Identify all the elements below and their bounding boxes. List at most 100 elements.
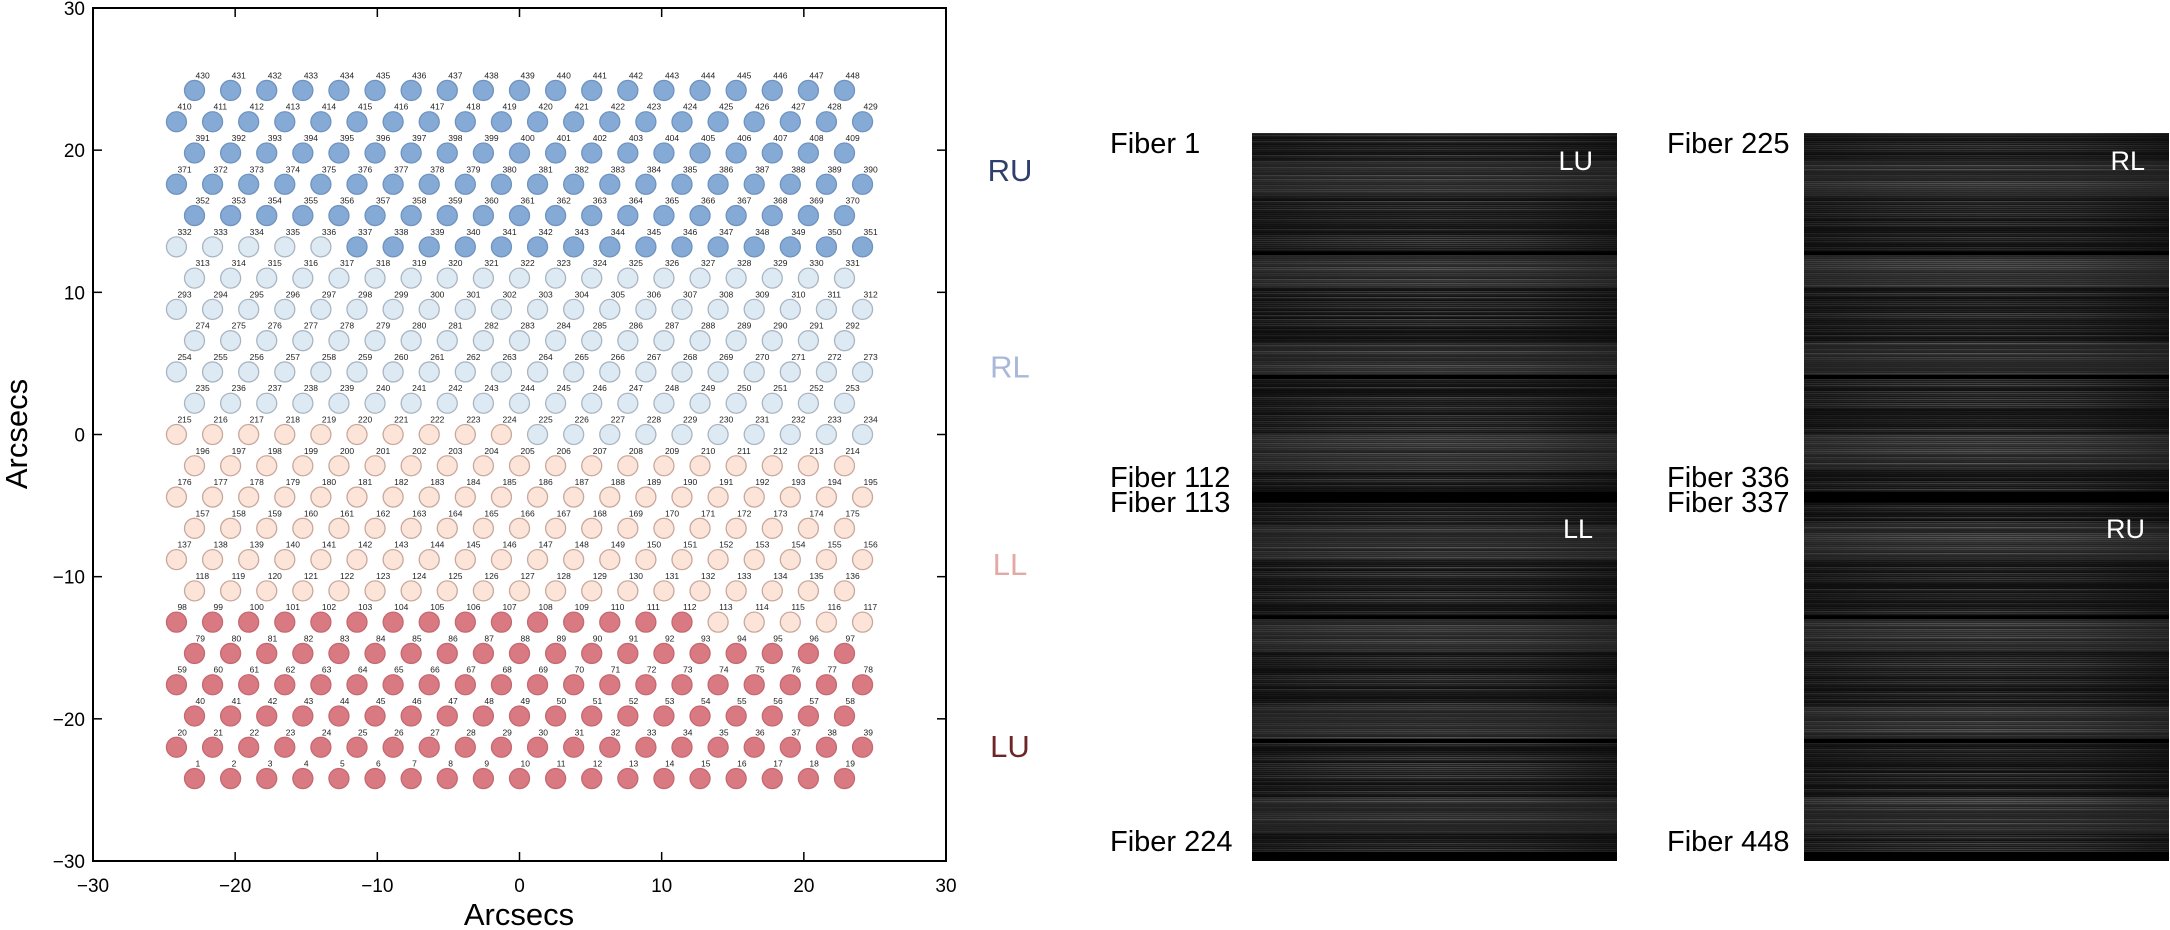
fiber-marker [635,674,657,696]
fiber-streak [1252,333,1617,335]
fiber-marker [617,580,639,602]
fiber-streak [1252,419,1617,421]
fiber-streak [1804,763,2169,765]
fiber-marker [436,142,458,164]
fiber-streak [1252,823,1617,825]
fiber-number: 403 [629,133,643,143]
fiber-marker [653,705,675,727]
fiber-marker [544,580,567,602]
fiber-streak [1252,725,1617,727]
fiber-streak [1804,325,2169,327]
fiber-marker [526,611,549,633]
fiber-streak [1252,183,1617,185]
fiber-streak [1804,237,2169,239]
fiber-number: 219 [322,415,336,425]
fiber-number: 359 [448,196,462,206]
fiber-streak [1804,781,2169,783]
fiber-streak [1804,401,2169,403]
fiber-number: 130 [629,571,643,581]
fiber-number: 25 [358,727,368,737]
fiber-number: 412 [250,102,264,112]
fiber-marker [508,455,531,477]
fiber-number: 134 [773,571,787,581]
fiber-streak [1252,411,1617,413]
fiber-number: 90 [593,633,603,643]
fiber-marker [743,736,765,758]
fiber-marker [815,236,838,258]
fiber-streak [1804,359,2169,361]
fiber-streak [1252,285,1617,287]
fiber-streak [1804,267,2169,269]
fiber-streak [1804,797,2169,799]
fiber-number: 169 [629,508,643,518]
fiber-number: 439 [521,70,535,80]
fiber-number: 56 [773,696,783,706]
fiber-streak [1804,519,2169,521]
fiber-number: 440 [557,70,571,80]
fiber-streak [1804,815,2169,817]
fiber-number: 226 [575,415,589,425]
fiber-number: 429 [864,102,878,112]
fiber-streak [1804,301,2169,303]
fiber-number: 378 [430,164,444,174]
fiber-marker [201,423,224,446]
spectra-image [1804,133,2169,861]
fiber-streak [1252,605,1617,607]
fiber-streak [1252,505,1617,507]
fiber-number: 307 [683,289,697,299]
fiber-marker [436,79,458,102]
fiber-marker [238,486,260,508]
spectra-panel: LU LL [1252,133,1617,861]
fiber-streak [1804,823,2169,825]
fiber-streak [1804,487,2169,489]
fiber-streak [1252,185,1617,187]
fiber-marker [797,705,820,727]
fiber-marker [635,111,657,133]
fiber-streak [1252,149,1617,151]
fiber-marker [436,330,458,352]
fiber-number: 405 [701,133,715,143]
fiber-streak [1804,593,2169,595]
fiber-marker [165,423,188,446]
fiber-marker [292,392,314,414]
fiber-marker [292,580,314,602]
fiber-streak [1252,233,1617,235]
fiber-number: 335 [286,227,300,237]
fiber-number: 147 [539,540,553,550]
fiber-number: 259 [358,352,372,362]
fiber-number: 36 [755,727,765,737]
fiber-streak [1804,165,2169,167]
fiber-streak [1804,415,2169,417]
fiber-number: 394 [304,133,318,143]
fiber-streak [1804,381,2169,383]
fiber-number: 230 [719,415,733,425]
fiber-streak [1804,441,2169,443]
fiber-streak [1252,391,1617,393]
fiber-streak [1252,815,1617,817]
fiber-marker [581,705,603,727]
fiber-marker [689,642,711,665]
fiber-streak [1804,199,2169,201]
fiber-streak [1804,787,2169,789]
fiber-number: 86 [448,633,458,643]
fiber-marker [779,298,801,321]
fiber-number: 50 [557,696,567,706]
fiber-streak [1804,155,2169,157]
fiber-streak [1804,329,2169,331]
fiber-number: 315 [268,258,282,268]
fiber-marker [797,142,820,164]
bright-band [1804,615,2169,652]
fiber-number: 425 [719,102,733,112]
fiber-streak [1252,441,1617,443]
fiber-number: 371 [177,164,191,174]
fiber-marker [653,580,675,602]
fiber-marker [544,455,567,477]
fiber-streak [1252,777,1617,779]
fiber-marker [707,111,729,133]
fiber-streak [1804,453,2169,455]
fiber-marker [454,674,476,696]
fiber-number: 79 [196,633,206,643]
fiber-number: 51 [593,696,603,706]
fiber-streak [1804,163,2169,165]
